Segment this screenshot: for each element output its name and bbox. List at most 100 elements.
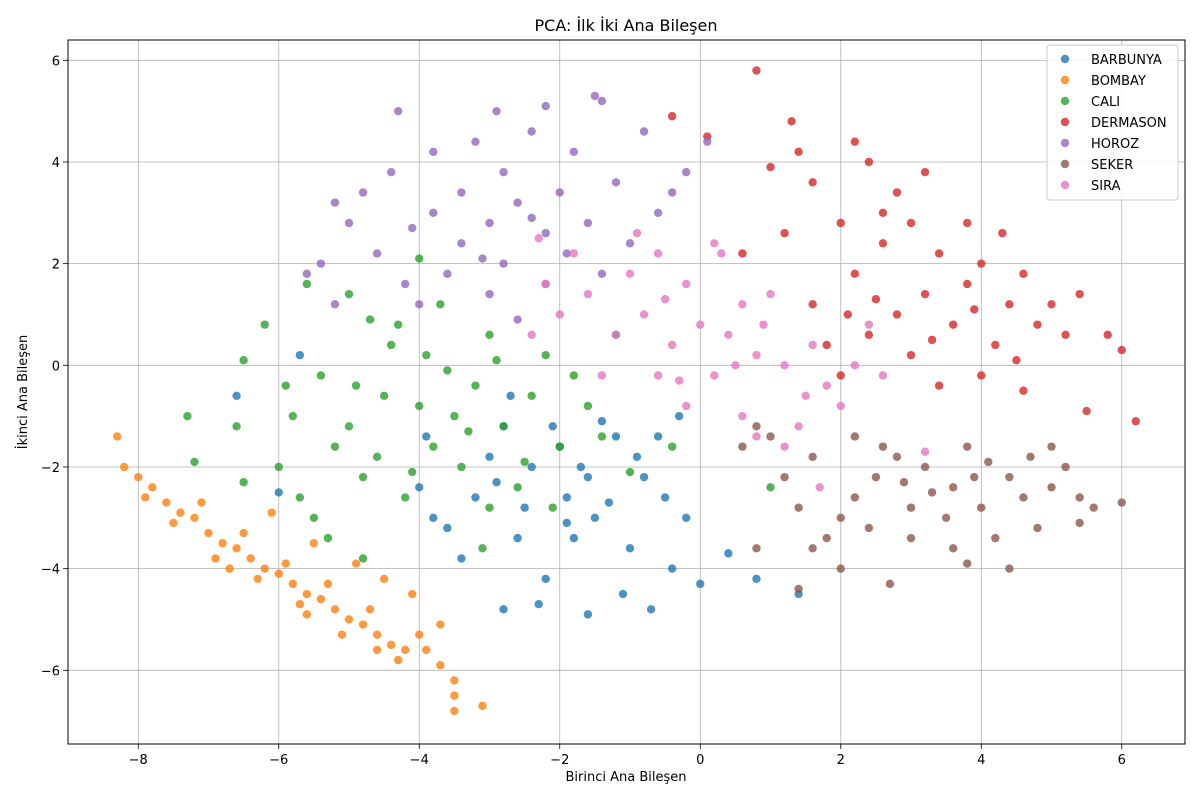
data-point — [963, 218, 972, 228]
data-point — [780, 361, 789, 370]
data-point — [1061, 462, 1070, 472]
data-point — [738, 249, 747, 258]
data-point — [878, 442, 888, 451]
data-point — [597, 371, 607, 380]
data-point — [372, 630, 382, 639]
data-point — [780, 472, 789, 482]
data-point — [527, 391, 536, 401]
data-point — [682, 513, 691, 523]
data-point — [864, 330, 874, 340]
data-point — [112, 432, 122, 441]
data-point — [667, 442, 677, 451]
data-point — [1075, 289, 1084, 299]
data-point — [393, 320, 403, 329]
legend-label: BOMBAY — [1091, 74, 1146, 89]
data-point — [948, 544, 958, 553]
data-point — [752, 432, 761, 441]
data-point — [232, 391, 241, 401]
legend-label: SIRA — [1091, 179, 1121, 194]
data-point — [1061, 330, 1070, 340]
data-point — [766, 162, 775, 172]
data-point — [667, 340, 677, 350]
data-point — [920, 447, 930, 456]
data-point — [450, 676, 459, 685]
data-point — [899, 478, 909, 487]
plot-frame — [67, 39, 1186, 745]
data-point — [682, 167, 691, 177]
data-point — [639, 472, 649, 482]
data-point — [302, 589, 312, 599]
data-point — [239, 528, 248, 538]
data-point — [281, 559, 290, 568]
data-point — [211, 554, 220, 563]
legend-marker — [1060, 117, 1070, 127]
data-point — [176, 508, 185, 517]
data-point — [499, 167, 508, 177]
data-point — [963, 279, 972, 289]
data-point — [625, 467, 635, 477]
data-point — [485, 289, 494, 299]
data-point — [625, 544, 635, 553]
data-point — [401, 493, 410, 502]
data-point — [871, 472, 881, 482]
data-point — [1012, 356, 1021, 365]
data-point — [984, 457, 993, 467]
data-point — [239, 356, 248, 365]
data-point — [611, 178, 621, 187]
data-point — [590, 91, 600, 101]
data-point — [850, 493, 860, 502]
data-point — [478, 254, 487, 263]
data-point — [457, 239, 466, 248]
data-point — [274, 569, 283, 578]
data-point — [583, 610, 593, 619]
data-point — [148, 483, 157, 492]
data-point — [429, 208, 438, 218]
data-point — [625, 269, 635, 279]
data-point — [618, 589, 628, 599]
data-point — [499, 259, 508, 268]
data-point — [274, 488, 283, 497]
data-point — [632, 228, 642, 238]
series-bombay — [112, 432, 487, 716]
data-point — [302, 269, 312, 279]
data-point — [415, 401, 424, 411]
data-point — [878, 239, 888, 248]
x-tick-label: −4 — [410, 753, 429, 768]
data-point — [576, 462, 586, 472]
x-tick-label: 0 — [696, 753, 704, 768]
data-point — [204, 528, 213, 538]
data-point — [920, 167, 930, 177]
data-point — [738, 411, 747, 421]
data-point — [597, 96, 607, 106]
data-point — [415, 483, 424, 492]
data-point — [562, 493, 571, 502]
data-point — [478, 701, 487, 711]
data-point — [948, 320, 958, 329]
data-point — [696, 320, 705, 329]
data-point — [639, 310, 649, 319]
x-axis-ticks: −8 −6 −4 −2 0 2 4 6 — [129, 744, 1126, 768]
data-point — [766, 432, 775, 441]
data-point — [120, 462, 129, 472]
data-point — [1075, 518, 1084, 528]
data-point — [871, 295, 881, 304]
data-point — [738, 442, 747, 451]
data-point — [415, 300, 424, 309]
data-point — [351, 559, 361, 568]
data-point — [808, 544, 817, 553]
data-point — [555, 442, 564, 451]
data-point — [850, 361, 860, 370]
data-point — [822, 381, 831, 390]
data-point — [632, 452, 642, 462]
data-point — [471, 493, 480, 502]
data-point — [408, 467, 417, 477]
data-point — [169, 518, 178, 528]
data-point — [386, 340, 396, 350]
x-tick-label: 4 — [977, 753, 985, 768]
data-point — [471, 137, 480, 146]
data-point — [323, 533, 333, 543]
chart-title: PCA: İlk İki Ana Bileşen — [535, 16, 718, 35]
data-point — [457, 462, 466, 472]
legend: BARBUNYA BOMBAY CALI DERMASON HOROZ SEKER SIRA — [1046, 44, 1179, 201]
